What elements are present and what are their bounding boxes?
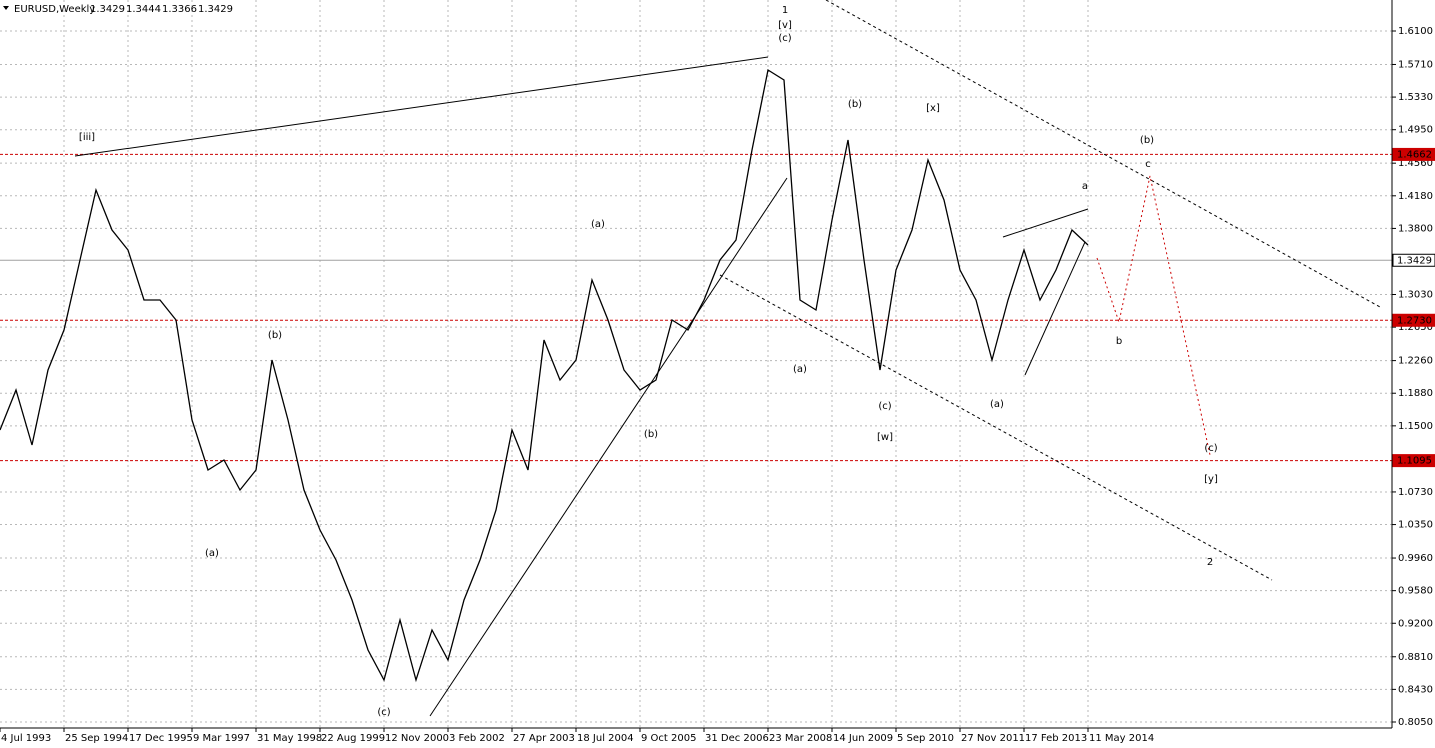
wave-label: (a)	[205, 548, 219, 559]
x-tick-label: 23 Mar 2008	[769, 733, 832, 744]
x-tick-label: 25 Sep 1994	[65, 733, 128, 744]
trend-line	[1024, 241, 1086, 376]
y-tick-label: 1.2650	[1398, 322, 1433, 333]
x-tick-label: 11 May 2014	[1089, 733, 1154, 744]
wave-label: [x]	[926, 103, 940, 114]
wave-label: (c)	[1204, 443, 1217, 454]
menu-icon[interactable]	[3, 6, 9, 10]
x-tick-label: 31 May 1998	[257, 733, 322, 744]
x-tick-label: 27 Apr 2003	[513, 733, 575, 744]
y-tick-label: 1.4950	[1398, 125, 1433, 136]
ohlc-value: 1.3429	[90, 4, 125, 15]
y-tick-label: 1.0730	[1398, 487, 1433, 498]
x-tick-label: 31 Dec 2006	[705, 733, 769, 744]
ohlc-value: 1.3444	[126, 4, 161, 15]
level-label-box	[1392, 147, 1435, 161]
x-tick-label: 9 Oct 2005	[641, 733, 696, 744]
y-tick-label: 0.8430	[1398, 684, 1433, 695]
x-tick-label: 17 Dec 1995	[129, 733, 193, 744]
y-tick-label: 1.4180	[1398, 191, 1433, 202]
x-tick-label: 3 Feb 2002	[449, 733, 505, 744]
level-label-box	[1392, 253, 1435, 267]
x-tick-label: 17 Feb 2013	[1025, 733, 1087, 744]
price-line	[0, 68, 1089, 683]
x-tick-label: 4 Jul 1993	[1, 733, 51, 744]
level-label-box	[1392, 313, 1435, 327]
wave-label: (b)	[1140, 135, 1154, 146]
y-tick-label: 1.5330	[1398, 92, 1433, 103]
ohlc-value: 1.3366	[162, 4, 197, 15]
x-tick-label: 18 Jul 2004	[577, 733, 634, 744]
wave-label: (a)	[793, 364, 807, 375]
wave-label: a	[1082, 181, 1088, 192]
wave-label: (c)	[878, 401, 891, 412]
x-tick-label: 14 Jun 2009	[833, 733, 893, 744]
level-label: 1.4662	[1397, 149, 1432, 160]
y-tick-label: 1.0350	[1398, 520, 1433, 531]
wave-label: (b)	[848, 99, 862, 110]
wave-label: (c)	[377, 707, 390, 718]
wave-label: c	[1145, 159, 1151, 170]
level-label: 1.3429	[1397, 255, 1432, 266]
chart-title: EURUSD,Weekly	[14, 4, 95, 15]
x-tick-label: 9 Mar 1997	[193, 733, 250, 744]
wave-label: (a)	[990, 399, 1004, 410]
y-tick-label: 0.8810	[1398, 652, 1433, 663]
y-tick-label: 1.1500	[1398, 421, 1433, 432]
wave-label: 1	[782, 5, 788, 16]
wave-label: [y]	[1204, 474, 1218, 485]
y-tick-label: 1.6100	[1398, 26, 1433, 37]
trend-line	[1002, 208, 1089, 238]
y-tick-label: 1.3030	[1398, 290, 1433, 301]
wave-label: (c)	[778, 33, 791, 44]
level-label: 1.2730	[1397, 315, 1432, 326]
y-tick-label: 0.9960	[1398, 553, 1433, 564]
wave-label: (b)	[268, 330, 282, 341]
ohlc-value: 1.3429	[198, 4, 233, 15]
y-tick-label: 0.8050	[1398, 717, 1433, 728]
level-label: 1.1095	[1397, 456, 1432, 467]
wave-label: b	[1116, 336, 1122, 347]
y-tick-label: 0.9580	[1398, 586, 1433, 597]
y-tick-label: 1.3800	[1398, 223, 1433, 234]
wave-label: (a)	[591, 219, 605, 230]
x-tick-label: 5 Sep 2010	[897, 733, 954, 744]
trend-lines	[74, 0, 1381, 717]
y-tick-label: 1.4560	[1398, 158, 1433, 169]
y-tick-label: 1.2260	[1398, 356, 1433, 367]
y-tick-label: 1.5710	[1398, 59, 1433, 70]
x-tick-label: 12 Nov 2000	[385, 733, 449, 744]
trend-line	[74, 56, 769, 157]
x-tick-label: 27 Nov 2011	[961, 733, 1025, 744]
wave-label: [iii]	[79, 132, 95, 143]
wave-label: [w]	[877, 432, 893, 443]
wave-label: [v]	[778, 20, 792, 31]
y-tick-label: 1.1880	[1398, 388, 1433, 399]
level-label-box	[1392, 454, 1435, 468]
wave-label: (b)	[644, 429, 658, 440]
x-tick-label: 22 Aug 1999	[321, 733, 385, 744]
trend-line	[429, 177, 788, 717]
y-tick-label: 0.9200	[1398, 618, 1433, 629]
wave-label: 2	[1207, 557, 1213, 568]
